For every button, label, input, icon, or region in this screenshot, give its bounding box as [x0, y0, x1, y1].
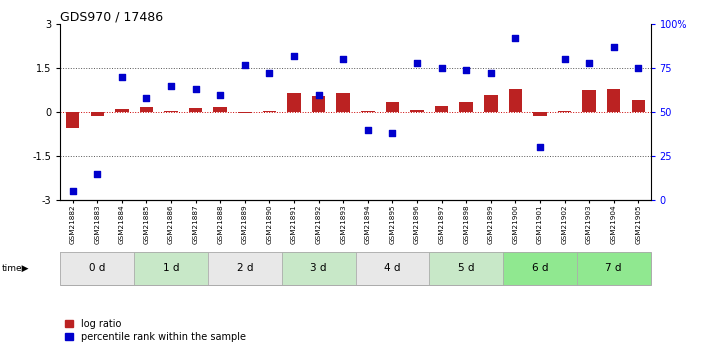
Bar: [410, 110, 424, 112]
Point: [534, 145, 545, 150]
Text: 0 d: 0 d: [89, 263, 105, 273]
Bar: [607, 89, 621, 112]
Bar: [336, 93, 350, 112]
Point: [461, 67, 472, 73]
Text: 4 d: 4 d: [384, 263, 400, 273]
Text: time▶: time▶: [2, 264, 30, 273]
FancyBboxPatch shape: [429, 252, 503, 285]
Bar: [213, 107, 227, 112]
Bar: [361, 111, 375, 112]
Point: [289, 53, 300, 59]
Bar: [582, 90, 596, 112]
Text: 6 d: 6 d: [532, 263, 548, 273]
Bar: [435, 106, 449, 112]
Text: 2 d: 2 d: [237, 263, 253, 273]
Point: [190, 87, 201, 92]
Bar: [287, 93, 301, 112]
Point: [141, 95, 152, 101]
Text: GDS970 / 17486: GDS970 / 17486: [60, 10, 164, 23]
Point: [633, 66, 644, 71]
Point: [485, 71, 496, 76]
Point: [436, 66, 447, 71]
Point: [559, 57, 570, 62]
FancyBboxPatch shape: [577, 252, 651, 285]
Point: [510, 36, 521, 41]
Text: 1 d: 1 d: [163, 263, 179, 273]
Bar: [115, 109, 129, 112]
Point: [411, 60, 422, 66]
Bar: [262, 111, 276, 112]
Point: [264, 71, 275, 76]
Bar: [508, 89, 522, 112]
FancyBboxPatch shape: [60, 252, 134, 285]
Bar: [90, 112, 104, 116]
Point: [387, 130, 398, 136]
Point: [116, 74, 127, 80]
Point: [338, 57, 349, 62]
Bar: [631, 100, 645, 112]
Point: [313, 92, 324, 97]
FancyBboxPatch shape: [356, 252, 429, 285]
Point: [584, 60, 595, 66]
Text: 7 d: 7 d: [606, 263, 622, 273]
Bar: [557, 111, 571, 112]
Bar: [533, 112, 547, 116]
Point: [608, 44, 619, 50]
Point: [67, 188, 78, 194]
Legend: log ratio, percentile rank within the sample: log ratio, percentile rank within the sa…: [65, 319, 246, 342]
Point: [239, 62, 250, 67]
Point: [215, 92, 226, 97]
Bar: [484, 95, 498, 112]
Bar: [164, 111, 178, 112]
FancyBboxPatch shape: [282, 252, 356, 285]
Bar: [66, 112, 80, 128]
Bar: [385, 102, 399, 112]
FancyBboxPatch shape: [134, 252, 208, 285]
Bar: [140, 107, 154, 112]
Text: 5 d: 5 d: [458, 263, 474, 273]
Point: [92, 171, 103, 177]
Text: 3 d: 3 d: [311, 263, 327, 273]
Bar: [189, 108, 203, 112]
Bar: [312, 96, 326, 112]
Bar: [238, 112, 252, 113]
FancyBboxPatch shape: [208, 252, 282, 285]
Point: [362, 127, 373, 132]
Point: [166, 83, 177, 89]
Bar: [459, 102, 473, 112]
FancyBboxPatch shape: [503, 252, 577, 285]
